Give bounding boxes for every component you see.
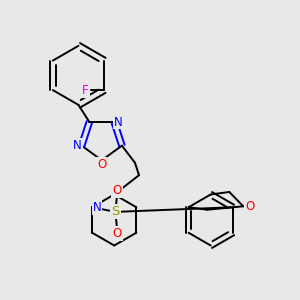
Text: O: O xyxy=(112,227,122,240)
Text: N: N xyxy=(73,139,82,152)
Text: O: O xyxy=(245,200,254,213)
Text: N: N xyxy=(114,116,123,128)
Text: O: O xyxy=(112,184,122,197)
Text: S: S xyxy=(111,206,120,218)
Text: N: N xyxy=(93,201,101,214)
Text: O: O xyxy=(97,158,106,171)
Text: F: F xyxy=(82,84,89,97)
